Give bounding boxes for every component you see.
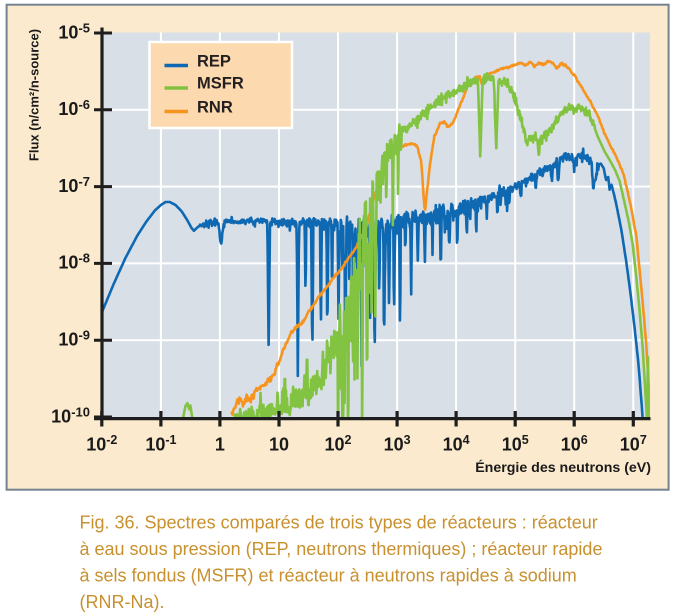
svg-text:Énergie des neutrons (eV): Énergie des neutrons (eV) <box>475 459 651 476</box>
svg-text:à sels fondus (MSFR) et réacte: à sels fondus (MSFR) et réacteur à neutr… <box>80 565 577 585</box>
svg-text:1: 1 <box>215 434 225 454</box>
svg-text:10: 10 <box>269 434 289 454</box>
svg-text:REP: REP <box>197 53 231 71</box>
svg-text:Flux (n/cm²/n-source): Flux (n/cm²/n-source) <box>27 29 42 161</box>
svg-text:à eau sous pression (REP, neut: à eau sous pression (REP, neutrons therm… <box>80 539 603 559</box>
svg-text:(RNR-Na).: (RNR-Na). <box>80 592 165 612</box>
svg-text:RNR: RNR <box>197 99 233 117</box>
svg-text:Fig. 36. Spectres comparés de: Fig. 36. Spectres comparés de trois type… <box>80 513 598 533</box>
svg-text:MSFR: MSFR <box>197 75 244 93</box>
